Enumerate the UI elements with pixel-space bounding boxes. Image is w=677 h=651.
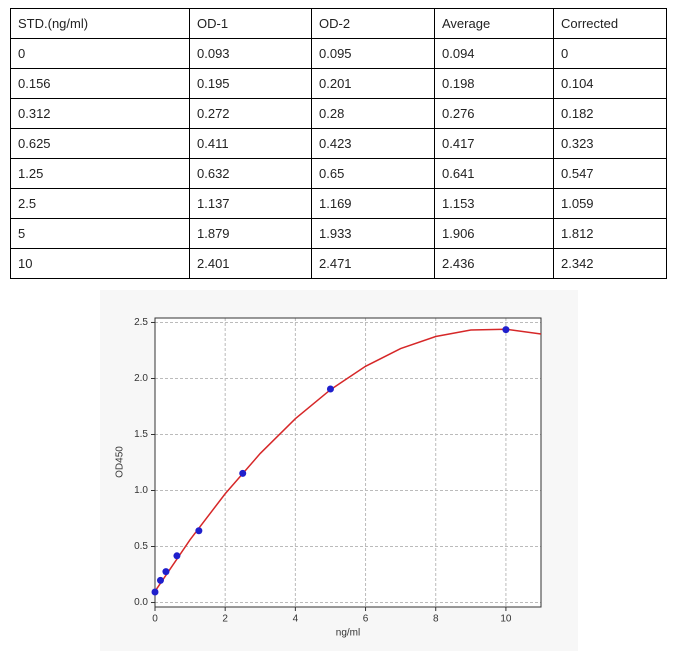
table-cell: 1.906 <box>434 218 554 249</box>
table-cell: 0.195 <box>189 68 312 99</box>
table-cell: 0.276 <box>434 98 554 129</box>
plot-area <box>155 318 541 607</box>
table-cell: 1.812 <box>553 218 667 249</box>
x-tick-label: 4 <box>293 614 299 625</box>
table-cell: 1.933 <box>311 218 435 249</box>
chart: ng/ml OD450 0 2 4 6 8 10 0.0 0.5 1.0 1.5 2.0 2.5 <box>100 290 578 651</box>
table-cell: 1.25 <box>10 158 190 189</box>
table-cell: 1.137 <box>189 188 312 219</box>
table-cell: 1.169 <box>311 188 435 219</box>
y-tick-label: 2.5 <box>134 317 148 328</box>
data-point <box>173 552 181 560</box>
data-point <box>151 588 159 596</box>
data-point <box>156 576 164 584</box>
x-axis-label: ng/ml <box>336 628 360 639</box>
data-point <box>326 385 334 393</box>
y-tick-label: 0.0 <box>134 597 148 608</box>
x-tick-label: 0 <box>152 614 158 625</box>
table-row: 0.156 0.195 0.201 0.198 0.104 <box>10 68 667 99</box>
table-cell: 0.547 <box>553 158 667 189</box>
table-cell: 5 <box>10 218 190 249</box>
table-row: 1.25 0.632 0.65 0.641 0.547 <box>10 158 667 189</box>
table-cell: Average <box>434 8 554 39</box>
table-cell: STD.(ng/ml) <box>10 8 190 39</box>
table-cell: 0.201 <box>311 68 435 99</box>
data-point <box>502 326 510 334</box>
table-cell: 2.5 <box>10 188 190 219</box>
table-cell: 2.401 <box>189 248 312 279</box>
y-axis-label: OD450 <box>115 446 126 478</box>
table-cell: 2.342 <box>553 248 667 279</box>
table-cell: 0.198 <box>434 68 554 99</box>
table-cell: 0.182 <box>553 98 667 129</box>
x-tick-label: 2 <box>222 614 228 625</box>
table-cell: Corrected <box>553 8 667 39</box>
table-cell: OD-2 <box>311 8 435 39</box>
table-header-row: STD.(ng/ml) OD-1 OD-2 Average Corrected <box>10 8 667 39</box>
table-cell: 2.436 <box>434 248 554 279</box>
table-cell: 0.312 <box>10 98 190 129</box>
table-cell: 10 <box>10 248 190 279</box>
table-cell: 1.059 <box>553 188 667 219</box>
table-cell: 0.423 <box>311 128 435 159</box>
table-cell: 0.272 <box>189 98 312 129</box>
y-tick-label: 0.5 <box>134 541 148 552</box>
table-cell: 0.28 <box>311 98 435 129</box>
table-cell: 0.411 <box>189 128 312 159</box>
table-cell: 0.156 <box>10 68 190 99</box>
y-tick-label: 2.0 <box>134 373 148 384</box>
data-point <box>162 568 170 576</box>
y-tick-label: 1.5 <box>134 429 148 440</box>
data-point <box>195 527 203 535</box>
table-row: 0.625 0.411 0.423 0.417 0.323 <box>10 128 667 159</box>
table-cell: OD-1 <box>189 8 312 39</box>
table-row: 5 1.879 1.933 1.906 1.812 <box>10 218 667 249</box>
y-tick-label: 1.0 <box>134 485 148 496</box>
table-cell: 0.094 <box>434 38 554 69</box>
x-tick-label: 6 <box>363 614 369 625</box>
table-cell: 0.417 <box>434 128 554 159</box>
table-cell: 0 <box>553 38 667 69</box>
table-cell: 0.65 <box>311 158 435 189</box>
table-cell: 1.879 <box>189 218 312 249</box>
plot-frame <box>154 317 542 608</box>
table-cell: 0.095 <box>311 38 435 69</box>
fit-curve <box>154 328 542 592</box>
x-tick-label: 8 <box>433 614 439 625</box>
table-row: 0.312 0.272 0.28 0.276 0.182 <box>10 98 667 129</box>
table-cell: 0.323 <box>553 128 667 159</box>
table-row: 10 2.401 2.471 2.436 2.342 <box>10 248 667 279</box>
table-cell: 0.641 <box>434 158 554 189</box>
table-cell: 1.153 <box>434 188 554 219</box>
table-cell: 2.471 <box>311 248 435 279</box>
data-point <box>239 469 247 477</box>
table-cell: 0.625 <box>10 128 190 159</box>
x-tick-label: 10 <box>500 614 512 625</box>
table-cell: 0 <box>10 38 190 69</box>
table-cell: 0.093 <box>189 38 312 69</box>
table-row: 2.5 1.137 1.169 1.153 1.059 <box>10 188 667 219</box>
table-cell: 0.632 <box>189 158 312 189</box>
data-table: STD.(ng/ml) OD-1 OD-2 Average Corrected 0 0.09… <box>10 8 667 279</box>
table-cell: 0.104 <box>553 68 667 99</box>
table-row: 0 0.093 0.095 0.094 0 <box>10 38 667 69</box>
